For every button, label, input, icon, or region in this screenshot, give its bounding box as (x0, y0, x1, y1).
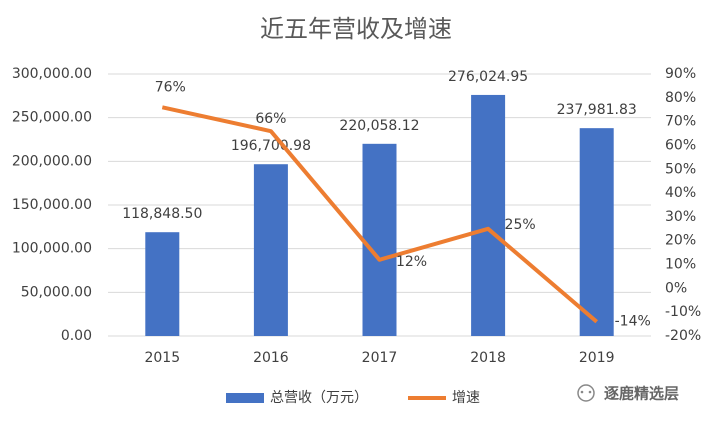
y2-tick-label: -10% (665, 304, 701, 320)
legend-label: 增速 (452, 390, 480, 406)
x-tick-label: 2018 (470, 350, 506, 366)
y2-tick-label: 70% (665, 114, 696, 130)
data-label: 118,848.50 (122, 206, 202, 222)
y-tick-label: 50,000.00 (21, 284, 92, 300)
line (161, 105, 599, 324)
data-label: 276,024.95 (448, 69, 528, 85)
y-tick-label: 100,000.00 (12, 241, 92, 257)
y-tick-label: 150,000.00 (12, 197, 92, 213)
data-label: 76% (155, 79, 186, 95)
x-tick-label: 2019 (579, 350, 615, 366)
y-tick-label: 300,000.00 (12, 66, 92, 82)
y-tick-label: 250,000.00 (12, 110, 92, 126)
y2-tick-label: 0% (665, 280, 687, 296)
bar (471, 94, 506, 337)
data-label: 66% (255, 111, 286, 127)
data-label: 220,058.12 (339, 118, 419, 134)
y2-tick-label: 60% (665, 137, 696, 153)
x-tick-label: 2015 (144, 350, 180, 366)
data-label: 25% (505, 217, 536, 233)
bar (253, 164, 288, 336)
bar (579, 128, 614, 336)
bar (362, 143, 397, 336)
y2-tick-label: -20% (665, 328, 701, 344)
chart-title: 近五年营收及增速 (260, 15, 452, 43)
y2-tick-label: 80% (665, 90, 696, 106)
data-label: 12% (396, 254, 427, 270)
y2-tick-label: 20% (665, 233, 696, 249)
y2-tick-label: 40% (665, 185, 696, 201)
y-tick-label: 200,000.00 (12, 153, 92, 169)
legend-label: 总营收（万元） (270, 390, 368, 406)
y2-tick-label: 90% (665, 66, 696, 82)
y2-tick-label: 10% (665, 257, 696, 273)
y2-tick-label: 50% (665, 161, 696, 177)
data-label: 237,981.83 (557, 102, 637, 118)
y2-tick-label: 30% (665, 209, 696, 225)
data-label: 196,700.98 (231, 138, 311, 154)
legend-swatch (226, 393, 264, 403)
watermark-icon (577, 384, 595, 402)
y-tick-label: 0.00 (61, 328, 92, 344)
data-label: -14% (615, 314, 651, 330)
x-tick-label: 2016 (253, 350, 289, 366)
watermark: 逐鹿精选层 (604, 385, 679, 403)
bar (145, 232, 180, 336)
x-tick-label: 2017 (362, 350, 398, 366)
